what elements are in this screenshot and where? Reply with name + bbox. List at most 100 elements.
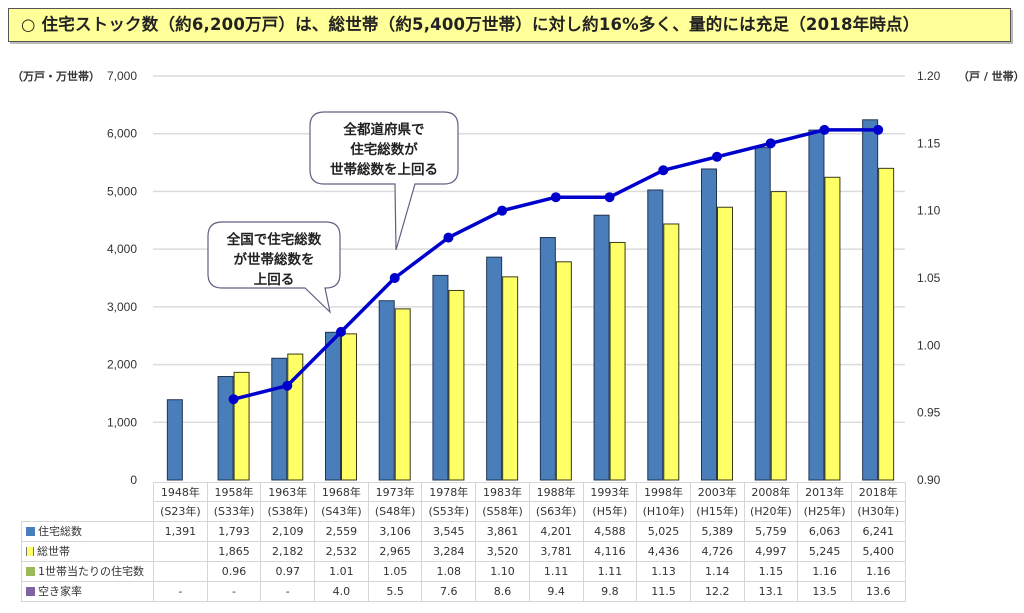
callout-bubble [309,111,459,251]
table-cell: 9.4 [528,580,584,602]
table-cell: 3,520 [475,540,530,562]
y-tick-label-left: 6,000 [107,127,137,141]
table-cell: 4,116 [582,540,638,562]
table-corner [22,483,154,502]
bars [166,119,895,481]
bar-housing-stock [486,256,503,481]
table-era-header: (H10年) [636,501,691,522]
table-cell: 4.0 [314,580,369,602]
table-era-header: (S43年) [314,501,369,522]
table-era-header: (S63年) [528,501,584,522]
table-year-header: 1988年 [528,482,584,502]
table-year-header: 1978年 [421,482,477,502]
table-era-header: (H25年) [797,501,852,522]
table-year-header: 1958年 [206,482,262,502]
table-row-label: 総世帯 [21,540,154,562]
table-cell: 2,182 [260,540,316,562]
bar-housing-stock [754,147,771,481]
table-cell: 3,284 [421,540,477,562]
table-cell: 2,532 [314,540,369,562]
table-year-header: 1998年 [636,482,691,502]
table-cell: 0.96 [206,560,262,582]
table-cell: 1.16 [797,560,852,582]
table-cell: 7.6 [421,580,477,602]
table-year-header: 1973年 [367,482,423,502]
y-axis-right-unit: （戸 / 世帯） [958,69,1024,83]
table-cell: 1.10 [475,560,530,582]
table-era-header: (S53年) [421,501,477,522]
table-cell: - [260,580,316,602]
table-cell [153,560,208,582]
ratio-point [712,151,722,162]
table-year-header: 2018年 [850,482,906,502]
table-year-header: 1948年 [153,482,208,502]
table-cell: 2,559 [314,520,369,542]
table-cell: 2,109 [260,520,316,542]
table-cell: 4,726 [689,540,745,562]
bar-households [878,167,895,481]
bar-housing-stock [166,399,183,481]
ratio-point [497,205,508,216]
table-cell: 11.5 [636,580,691,602]
table-cell: 1.15 [743,560,799,582]
table-cell: 3,545 [421,520,477,542]
bar-households [233,371,250,481]
table-year-header: 2003年 [689,482,745,502]
table-year-header: 1968年 [314,482,369,502]
table-era-header: (S38年) [260,501,316,522]
legend-marker-icon [26,587,35,596]
bar-housing-stock [432,274,449,481]
ratio-point [228,394,239,405]
ratio-point [658,165,669,176]
table-cell: 4,436 [636,540,691,562]
table-cell: 0.97 [260,560,316,582]
bar-households [394,308,411,481]
table-year-header: 1963年 [260,482,316,502]
ratio-point [550,192,561,203]
bar-housing-stock [325,331,341,481]
ratio-point [873,124,884,135]
y-tick-label-right: 1.05 [917,271,941,285]
bar-housing-stock [539,237,556,481]
y-tick-label-left: 7,000 [107,69,137,83]
table-cell: 1.05 [367,560,423,582]
bar-housing-stock [862,119,879,481]
table-cell: 1,793 [206,520,262,542]
table-row-label: 空き家率 [21,580,154,602]
legend-label: 総世帯 [37,545,70,558]
table-cell: 1.16 [850,560,906,582]
y-axis-left-unit: （万戸・万世帯） [12,69,100,83]
callout-text-line: が世帯総数を [234,251,315,268]
table-cell: 3,781 [528,540,584,562]
table-cell: 5.5 [367,580,423,602]
table-cell: 1.14 [689,560,745,582]
table-row: 総世帯 1,865 2,182 2,532 2,965 3,284 3,520 3,781 4,… [21,540,906,562]
table-era-header: (H5年) [582,501,638,522]
table-era-header: (H30年) [850,501,906,522]
table-cell: 6,241 [850,520,906,542]
ratio-point [336,326,346,337]
y-axis-left: 0 1,000 2,000 3,000 4,000 5,000 6,000 7,000 [107,69,137,487]
callout-text-line: 全都道府県で [343,121,425,138]
table-cell: 5,245 [797,540,852,562]
bar-housing-stock [593,214,610,481]
ratio-point [604,192,615,203]
legend-label: 1世帯当たりの住宅数 [38,565,144,578]
table-cell: 8.6 [475,580,530,602]
bar-housing-stock [808,129,825,481]
bar-households [555,261,572,481]
table-header-era: (S23年) (S33年) (S38年) (S43年) (S48年) (S53年) (S58… [22,501,906,522]
table-cell: - [206,580,262,602]
bar-households [717,206,733,481]
y-tick-label-left: 5,000 [107,184,137,198]
table-cell: 5,389 [689,520,745,542]
table-row: 1世帯当たりの住宅数 0.96 0.97 1.01 1.05 1.08 1.10 1.11 1.… [21,560,906,582]
table-era-header: (S48年) [367,501,423,522]
y-tick-label-right: 0.90 [917,473,941,487]
table-cell: 4,997 [743,540,799,562]
table-cell: - [153,580,208,602]
table-cell: 1.11 [582,560,638,582]
bar-households [341,333,357,481]
table-cell: 13.6 [850,580,906,602]
y-tick-label-right: 1.20 [917,69,941,83]
